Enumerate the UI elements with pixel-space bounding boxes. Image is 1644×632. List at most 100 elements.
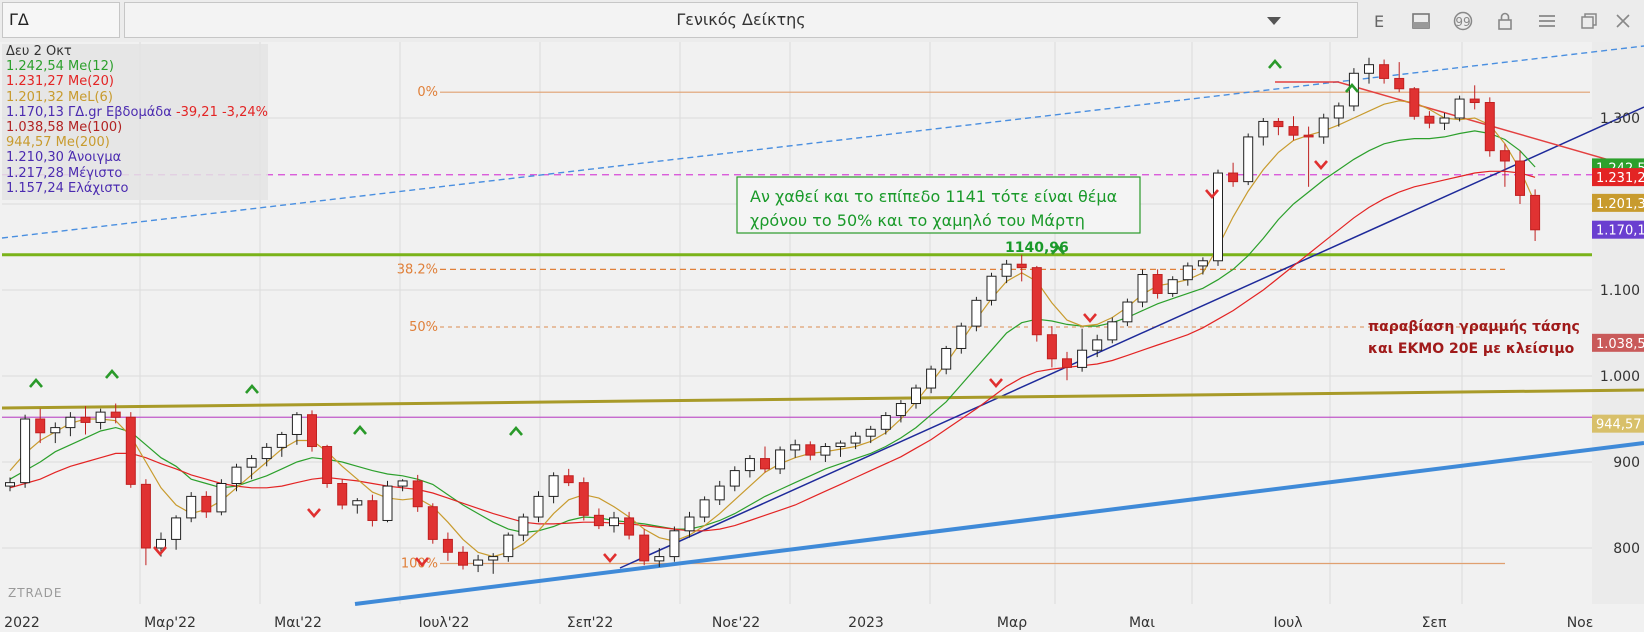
restore-icon[interactable] xyxy=(1572,4,1606,38)
candle-body xyxy=(307,414,317,448)
candle-body xyxy=(397,480,408,487)
x-tick-label: Ιουλ xyxy=(1273,615,1302,631)
dropdown-icon[interactable] xyxy=(1257,4,1291,38)
candle-body xyxy=(669,530,680,558)
fractal-up-arrow xyxy=(1268,59,1282,69)
candle-body xyxy=(714,485,725,501)
candle-body xyxy=(1197,260,1208,267)
candle-body xyxy=(246,458,257,468)
fractal-down-arrow xyxy=(603,553,617,563)
candle-body xyxy=(1364,64,1374,74)
candle-body xyxy=(367,500,378,521)
candle-body xyxy=(80,416,91,423)
instrument-title-box[interactable]: Γενικός Δείκτης xyxy=(124,2,1358,38)
price-tag-label: 944,57 xyxy=(1596,418,1642,433)
candle-body xyxy=(1213,172,1223,262)
lock-icon[interactable] xyxy=(1488,4,1522,38)
window-icon[interactable] xyxy=(1404,4,1438,38)
price-tag-label: 1.038,58 xyxy=(1596,337,1644,352)
x-tick-label: 2022 xyxy=(4,615,40,631)
symbol-input[interactable]: ΓΔ xyxy=(2,2,120,38)
candle-body xyxy=(1394,77,1405,90)
candle-body xyxy=(880,415,891,430)
candle-body xyxy=(609,517,619,527)
fractal-up-arrow xyxy=(105,369,119,379)
candle-body xyxy=(1077,349,1088,368)
candle-body xyxy=(548,475,559,497)
legend-row-me100: 1.038,58 Me(100) xyxy=(6,120,123,136)
price-tag xyxy=(1592,333,1644,352)
candle-body xyxy=(775,449,786,470)
quote-icon[interactable]: 99 xyxy=(1446,4,1480,38)
fib-label: 38.2% xyxy=(397,262,438,277)
fractal-down-arrow xyxy=(1083,313,1097,323)
y-tick-label: 1.100 xyxy=(1600,283,1640,299)
candle-body xyxy=(956,325,967,349)
candle-body xyxy=(1484,102,1495,152)
candle-body xyxy=(684,516,695,532)
candle-body xyxy=(276,433,287,448)
fractal-down-arrow xyxy=(989,378,1003,388)
x-tick-label: Μαι'22 xyxy=(274,615,322,631)
candle-body xyxy=(1062,358,1072,368)
candle-body xyxy=(1152,274,1163,294)
fractal-down-arrow xyxy=(415,557,429,567)
candle-body xyxy=(593,514,604,527)
candle-body xyxy=(65,416,76,429)
price-tag-label: 1.201,32 xyxy=(1596,197,1644,212)
instrument-title: Γενικός Δείκτης xyxy=(676,10,806,29)
price-tag xyxy=(1592,168,1644,187)
medium-term-trendline xyxy=(619,106,1644,569)
fractal-up-arrow xyxy=(245,384,259,394)
price-axis-background xyxy=(1592,42,1644,604)
candle-body xyxy=(624,517,635,536)
watermark: ZTRADE xyxy=(8,586,62,600)
legend-row-me20: 1.231,27 Me(20) xyxy=(6,74,114,90)
legend-row-mel6: 1.201,32 MeL(6) xyxy=(6,89,113,105)
legend-row-high: 1.217,28 Μέγιστο xyxy=(6,165,123,181)
candle-body xyxy=(503,534,514,558)
x-tick-label: Σεπ'22 xyxy=(567,615,614,631)
plot-background xyxy=(0,42,1644,632)
candle-body xyxy=(820,446,831,456)
e-icon[interactable]: E xyxy=(1373,11,1385,31)
x-tick-label: Σεπ xyxy=(1422,615,1447,631)
legend-row-weekly: 1.170,13 ΓΔ.gr Εβδομάδα -39,21 -3,24% xyxy=(6,104,268,120)
x-tick-label: Μαρ xyxy=(997,615,1027,631)
peak-value-label: 1140,96 xyxy=(1005,240,1069,256)
candle-body xyxy=(110,411,121,418)
candle-body xyxy=(760,458,770,470)
candle-body xyxy=(1409,88,1420,117)
price-tag xyxy=(1592,220,1644,239)
candle-body xyxy=(291,414,302,435)
candle-body xyxy=(1182,265,1193,281)
price-tag-label: 1.231,27 xyxy=(1596,171,1644,186)
fractal-up-arrow xyxy=(509,426,523,436)
close-icon[interactable] xyxy=(1606,4,1640,38)
candle-body xyxy=(1031,267,1042,336)
candle-body xyxy=(1243,136,1254,183)
candle-body xyxy=(1107,321,1118,341)
candle-body xyxy=(261,446,272,460)
candle-body xyxy=(986,275,997,301)
candle-body xyxy=(563,475,574,484)
legend-row-open: 1.210,30 Άνοιγμα xyxy=(6,150,122,166)
candle-body xyxy=(790,444,801,451)
long-term-support-line xyxy=(354,441,1644,606)
fractal-up-arrow xyxy=(353,425,367,435)
candle-body xyxy=(533,495,544,518)
x-tick-label: Ιουλ'22 xyxy=(419,615,470,631)
candle-body xyxy=(1046,334,1057,360)
y-tick-label: 1.300 xyxy=(1600,111,1640,127)
upper-channel-line xyxy=(1,45,1644,239)
candle-body xyxy=(337,483,348,506)
annotation-box xyxy=(736,176,1141,234)
menu-icon[interactable] xyxy=(1530,4,1564,38)
candle-body xyxy=(1318,117,1329,138)
price-tag xyxy=(1592,414,1644,433)
breakdown-label-1: παραβίαση γραμμής τάσης xyxy=(1368,319,1580,335)
x-tick-label: Μαρ'22 xyxy=(144,615,196,631)
candle-body xyxy=(1303,134,1314,138)
price-tag xyxy=(1592,193,1644,212)
